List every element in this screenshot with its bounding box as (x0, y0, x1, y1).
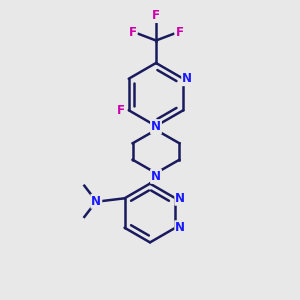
Text: F: F (129, 26, 136, 39)
Text: F: F (117, 104, 125, 117)
Text: N: N (151, 170, 161, 183)
Text: F: F (152, 9, 160, 22)
Text: N: N (175, 192, 185, 205)
Text: N: N (182, 72, 192, 85)
Text: N: N (91, 195, 101, 208)
Text: N: N (151, 120, 161, 133)
Text: N: N (175, 221, 185, 234)
Text: F: F (176, 26, 183, 39)
